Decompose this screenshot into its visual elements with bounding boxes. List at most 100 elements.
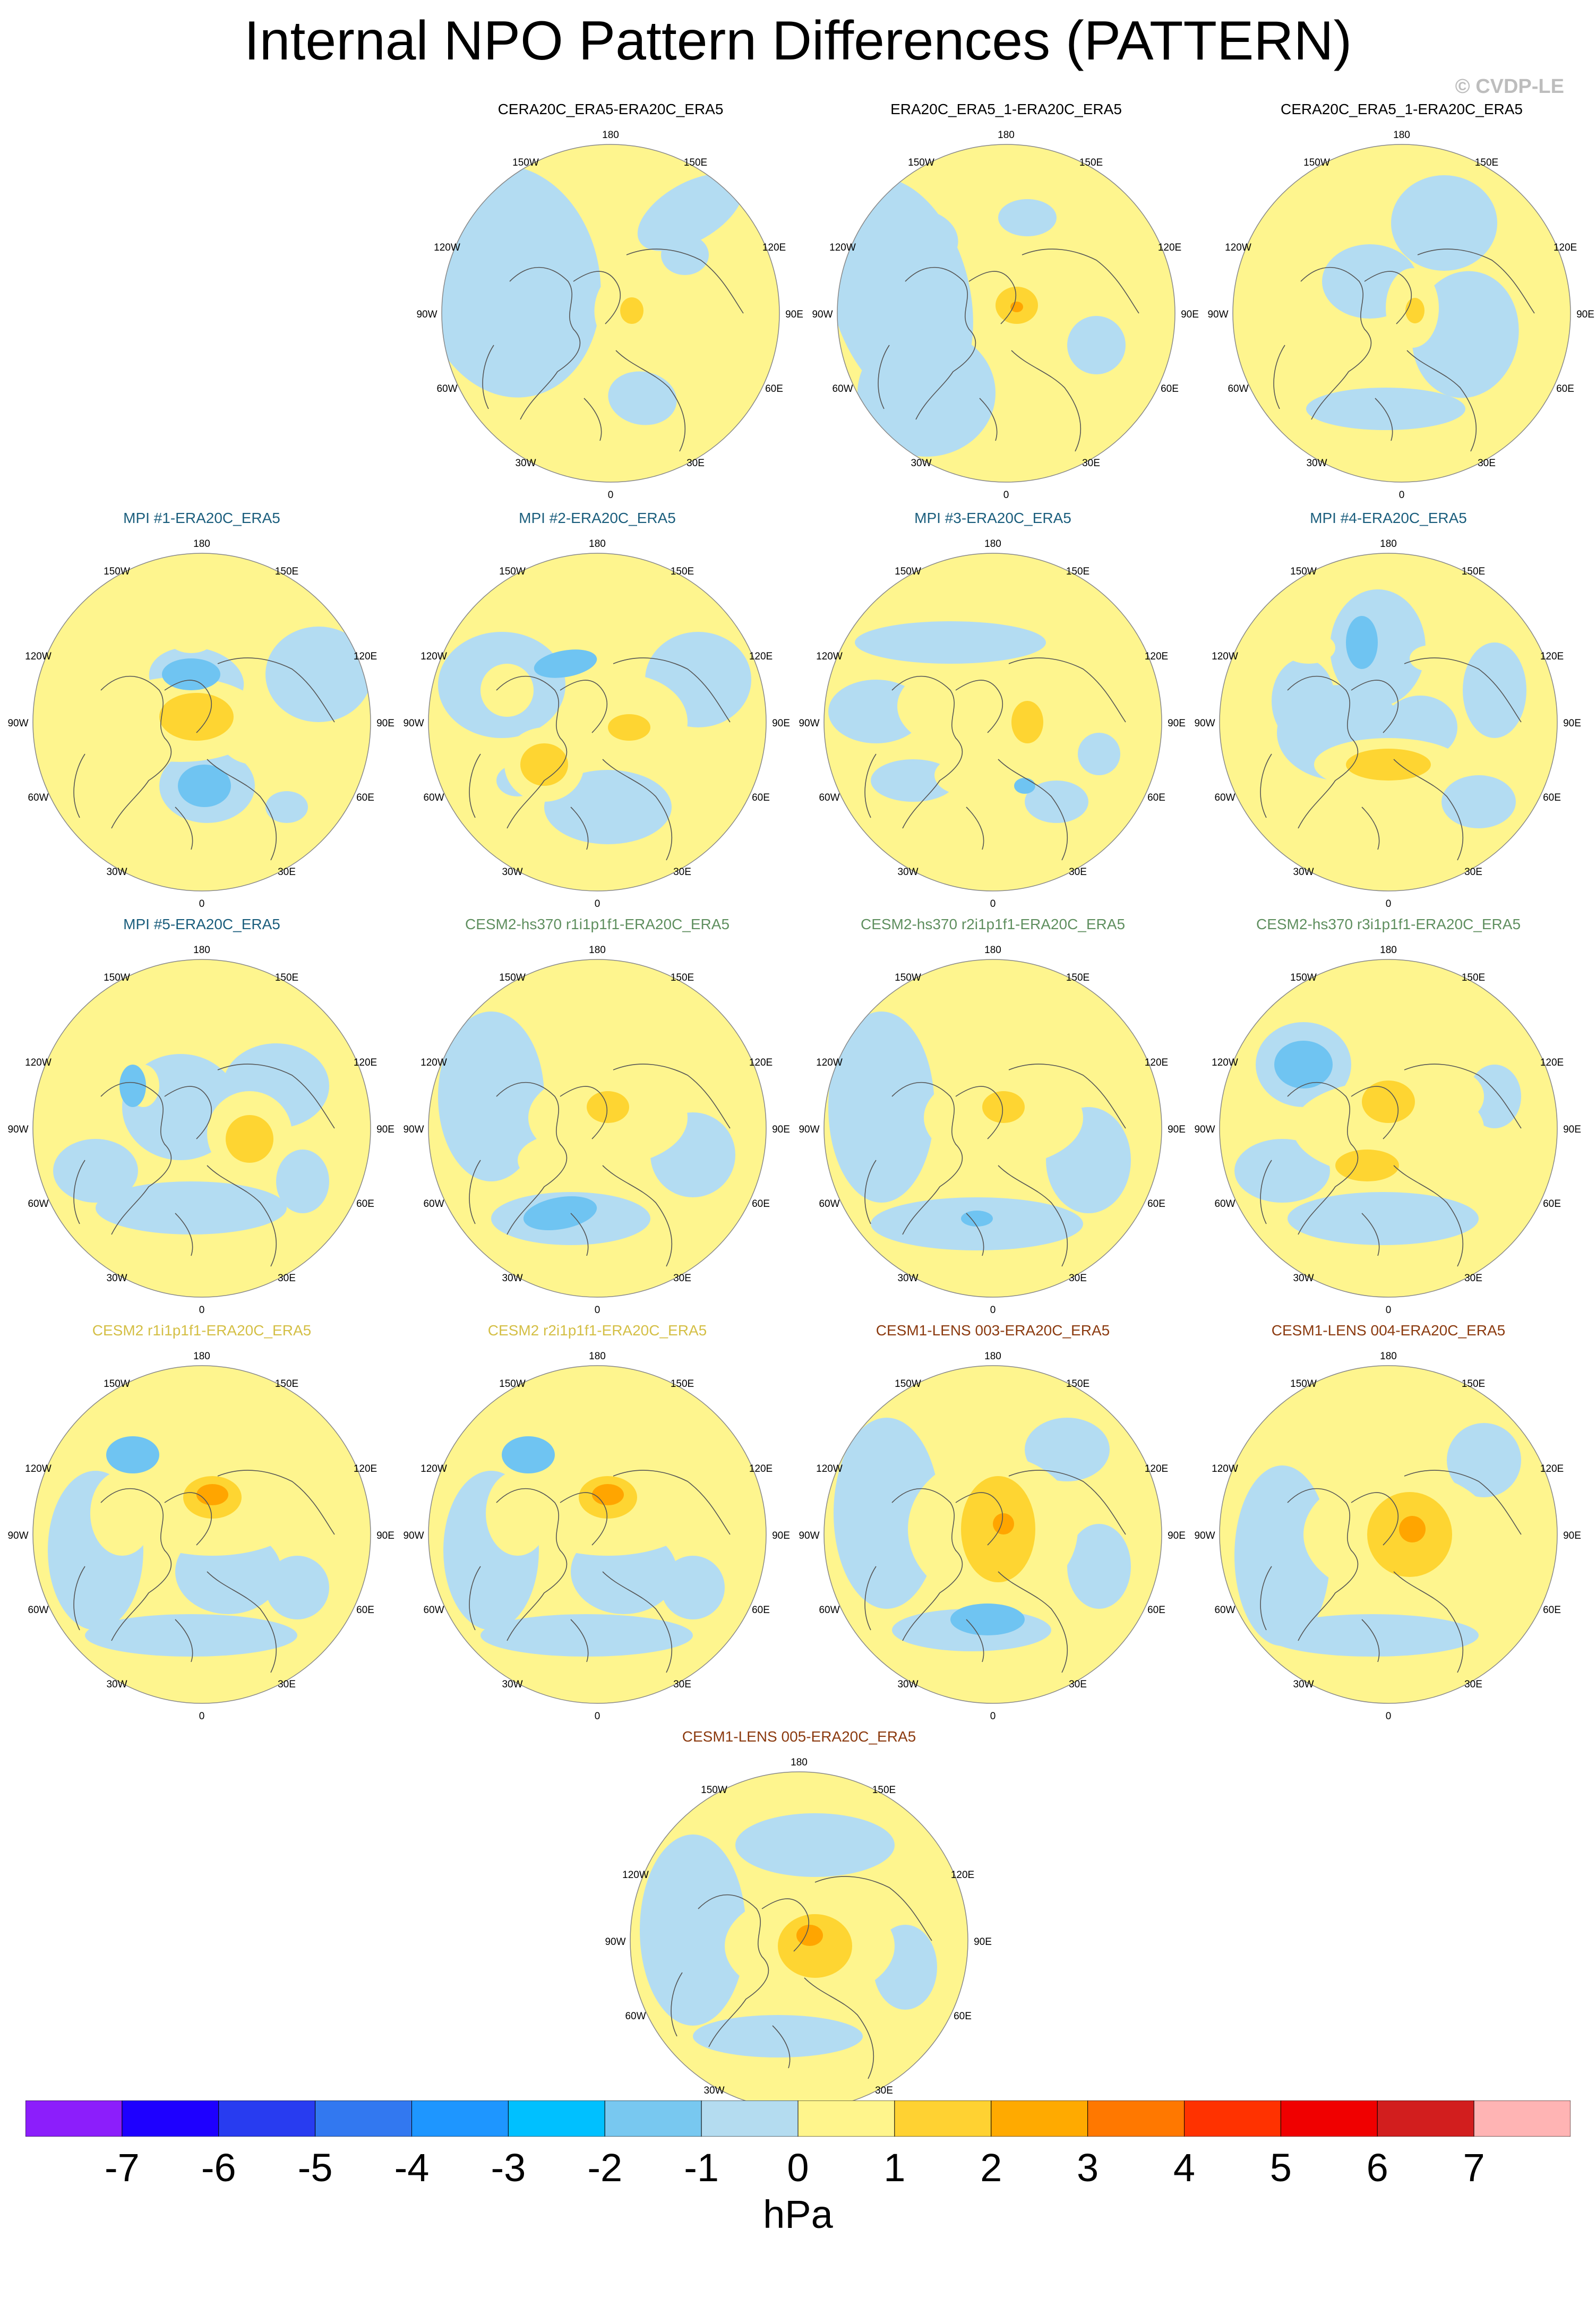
- longitude-label: 60W: [1214, 792, 1235, 803]
- colorbar-swatch: [894, 2100, 992, 2137]
- polar-stereographic-map: 180 150W 150E 120W 120E 90W 90E 60W 60E 30W 30E 0: [403, 538, 790, 910]
- colorbar-swatch: [218, 2100, 316, 2137]
- longitude-label: 0: [1386, 1711, 1392, 1722]
- very-strong-positive-anomaly-region: [796, 1925, 823, 1946]
- panel-title: CESM1-LENS 004-ERA20C_ERA5: [1271, 1322, 1506, 1339]
- longitude-label: 180: [589, 538, 606, 550]
- negative-anomaly-region: [735, 1813, 895, 1877]
- longitude-label: 30E: [1464, 1679, 1482, 1690]
- negative-anomaly-region: [1078, 733, 1120, 775]
- strong-negative-anomaly-region: [162, 658, 220, 690]
- longitude-label: 30E: [687, 458, 705, 469]
- longitude-label: 30E: [1478, 458, 1496, 469]
- longitude-label: 60W: [625, 2011, 646, 2022]
- longitude-label: 30W: [106, 1679, 127, 1690]
- longitude-label: 120W: [622, 1870, 649, 1881]
- strong-negative-anomaly-region: [534, 649, 597, 678]
- longitude-label: 30W: [1293, 867, 1314, 878]
- map-panel: CESM1-LENS 005-ERA20C_ERA5 180 150W 150E 120…: [603, 1728, 996, 2132]
- map-boundary: [428, 553, 767, 891]
- longitude-label: 150W: [895, 566, 921, 577]
- coastline: [864, 657, 1126, 861]
- map-boundary: [1219, 1365, 1558, 1704]
- longitude-label: 120W: [421, 1057, 447, 1068]
- panel-title: CERA20C_ERA5-ERA20C_ERA5: [497, 101, 724, 117]
- colorbar-tick-label: 4: [1173, 2146, 1196, 2190]
- longitude-label: 30E: [1082, 458, 1100, 469]
- longitude-label: 30W: [703, 2085, 724, 2096]
- longitude-label: 0: [595, 898, 600, 910]
- map-boundary: [1232, 144, 1571, 483]
- longitude-label: 90W: [812, 309, 833, 320]
- colorbar-tick-label: -7: [104, 2146, 140, 2190]
- longitude-label: 30E: [1464, 867, 1482, 878]
- longitude-label: 60E: [1147, 792, 1165, 803]
- longitude-label: 60E: [356, 1198, 374, 1210]
- coastline: [671, 1876, 932, 2079]
- longitude-label: 60E: [954, 2011, 972, 2022]
- colorbar-tick-label: -2: [587, 2146, 623, 2190]
- longitude-label: 90E: [1576, 309, 1594, 320]
- longitude-label: 0: [608, 490, 614, 501]
- strong-positive-anomaly-region: [778, 1914, 852, 1978]
- longitude-label: 0: [199, 1711, 205, 1722]
- map-panel: MPI #2-ERA20C_ERA5 180 150W 150E 120W 120E 90W…: [401, 510, 794, 913]
- longitude-label: 90W: [7, 1124, 28, 1135]
- longitude-label: 30W: [897, 1679, 918, 1690]
- longitude-label: 150W: [104, 566, 130, 577]
- map-boundary: [823, 553, 1162, 891]
- longitude-label: 90W: [7, 718, 28, 729]
- negative-anomaly-region: [544, 770, 672, 844]
- longitude-label: 180: [1380, 945, 1397, 956]
- longitude-label: 150W: [1290, 1378, 1317, 1390]
- longitude-label: 60E: [356, 1605, 374, 1616]
- longitude-label: 60W: [423, 1605, 444, 1616]
- positive-anomaly-region: [90, 1471, 154, 1556]
- longitude-label: 30W: [502, 1273, 522, 1284]
- longitude-label: 120W: [816, 1463, 843, 1474]
- coastline: [1260, 1470, 1522, 1673]
- negative-anomaly-region: [265, 627, 371, 722]
- longitude-label: 90E: [772, 1124, 790, 1135]
- map-boundary: [428, 1365, 767, 1704]
- longitude-label: 120E: [1540, 651, 1564, 662]
- panel-title: CESM2-hs370 r3i1p1f1-ERA20C_ERA5: [1256, 916, 1521, 932]
- map-panel: CESM2 r1i1p1f1-ERA20C_ERA5 180 150W 150E 120…: [5, 1322, 398, 1726]
- panel-title: CESM2-hs370 r1i1p1f1-ERA20C_ERA5: [465, 916, 730, 932]
- colorbar-tick-label: -3: [491, 2146, 526, 2190]
- longitude-label: 30E: [1069, 1273, 1087, 1284]
- map-boundary: [1219, 553, 1558, 891]
- longitude-label: 60W: [819, 1198, 839, 1210]
- polar-stereographic-map: 180 150W 150E 120W 120E 90W 90E 60W 60E 30W 30E 0: [7, 1351, 394, 1722]
- longitude-label: 30W: [1293, 1273, 1314, 1284]
- map-boundary: [1219, 959, 1558, 1298]
- longitude-label: 120E: [749, 1463, 773, 1474]
- positive-anomaly-region: [934, 1134, 1009, 1176]
- negative-anomaly-region: [640, 1834, 746, 2026]
- longitude-label: 90W: [1194, 1530, 1215, 1541]
- negative-anomaly-region: [480, 1614, 693, 1657]
- longitude-label: 60E: [1543, 1198, 1561, 1210]
- coastline: [482, 248, 744, 452]
- longitude-label: 120W: [1212, 651, 1238, 662]
- colorbar-tick-label: 7: [1463, 2146, 1485, 2190]
- longitude-label: 90W: [799, 718, 819, 729]
- map-panel: ERA20C_ERA5_1-ERA20C_ERA5 180 150W 150E 120W…: [810, 101, 1203, 504]
- strong-positive-anomaly-region: [520, 743, 568, 786]
- colorbar-swatch: [1184, 2100, 1281, 2137]
- polar-stereographic-map: 180 150W 150E 120W 120E 90W 90E 60W 60E 30W 30E 0: [799, 945, 1185, 1316]
- coastline: [1273, 248, 1535, 452]
- strong-negative-anomaly-region: [1346, 616, 1378, 669]
- strong-positive-anomaly-region: [1362, 1081, 1415, 1123]
- longitude-label: 60E: [1543, 1605, 1561, 1616]
- longitude-label: 120W: [434, 242, 460, 253]
- colorbar-tick-label: 5: [1269, 2146, 1292, 2190]
- longitude-label: 120E: [1145, 1057, 1168, 1068]
- longitude-label: 30E: [278, 1273, 296, 1284]
- longitude-label: 120E: [762, 242, 786, 253]
- longitude-label: 30W: [897, 1273, 918, 1284]
- longitude-label: 0: [1003, 490, 1009, 501]
- longitude-label: 30W: [515, 458, 536, 469]
- map-panel: MPI #3-ERA20C_ERA5 180 150W 150E 120W 120E 90W…: [796, 510, 1189, 913]
- strong-negative-anomaly-region: [502, 1436, 555, 1473]
